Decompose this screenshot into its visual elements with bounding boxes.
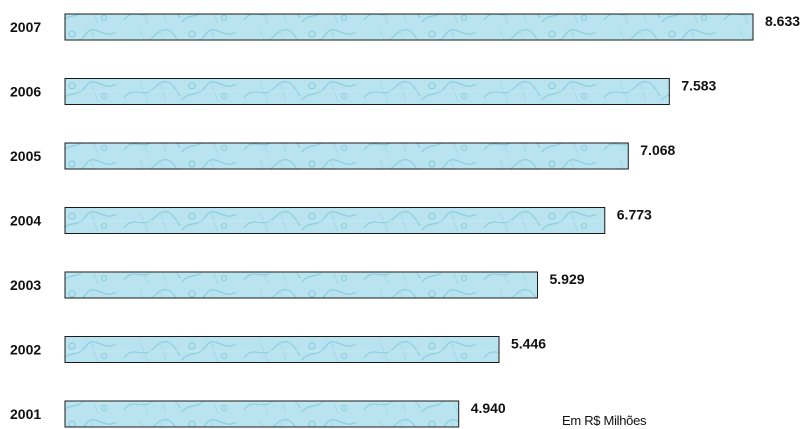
value-label-2001: 4.940 <box>471 400 506 416</box>
category-label-2004: 2004 <box>10 213 41 229</box>
bar-2007 <box>64 13 754 41</box>
bar-2005 <box>64 142 629 170</box>
value-label-2004: 6.773 <box>617 207 652 223</box>
value-label-2003: 5.929 <box>550 271 585 287</box>
category-label-2002: 2002 <box>10 342 41 358</box>
category-label-2001: 2001 <box>10 406 41 422</box>
category-label-2005: 2005 <box>10 148 41 164</box>
unit-note: Em R$ Milhões <box>562 413 647 428</box>
category-label-2006: 2006 <box>10 84 41 100</box>
bar-2003 <box>64 271 539 299</box>
category-label-2003: 2003 <box>10 277 41 293</box>
category-label-2007: 2007 <box>10 19 41 35</box>
bar-2006 <box>64 78 670 105</box>
value-label-2006: 7.583 <box>681 78 716 94</box>
bar-2002 <box>64 336 500 363</box>
value-label-2007: 8.633 <box>765 13 800 29</box>
bar-2004 <box>64 207 606 234</box>
value-label-2005: 7.068 <box>640 142 675 158</box>
value-label-2002: 5.446 <box>511 336 546 352</box>
bar-2001 <box>64 400 460 428</box>
